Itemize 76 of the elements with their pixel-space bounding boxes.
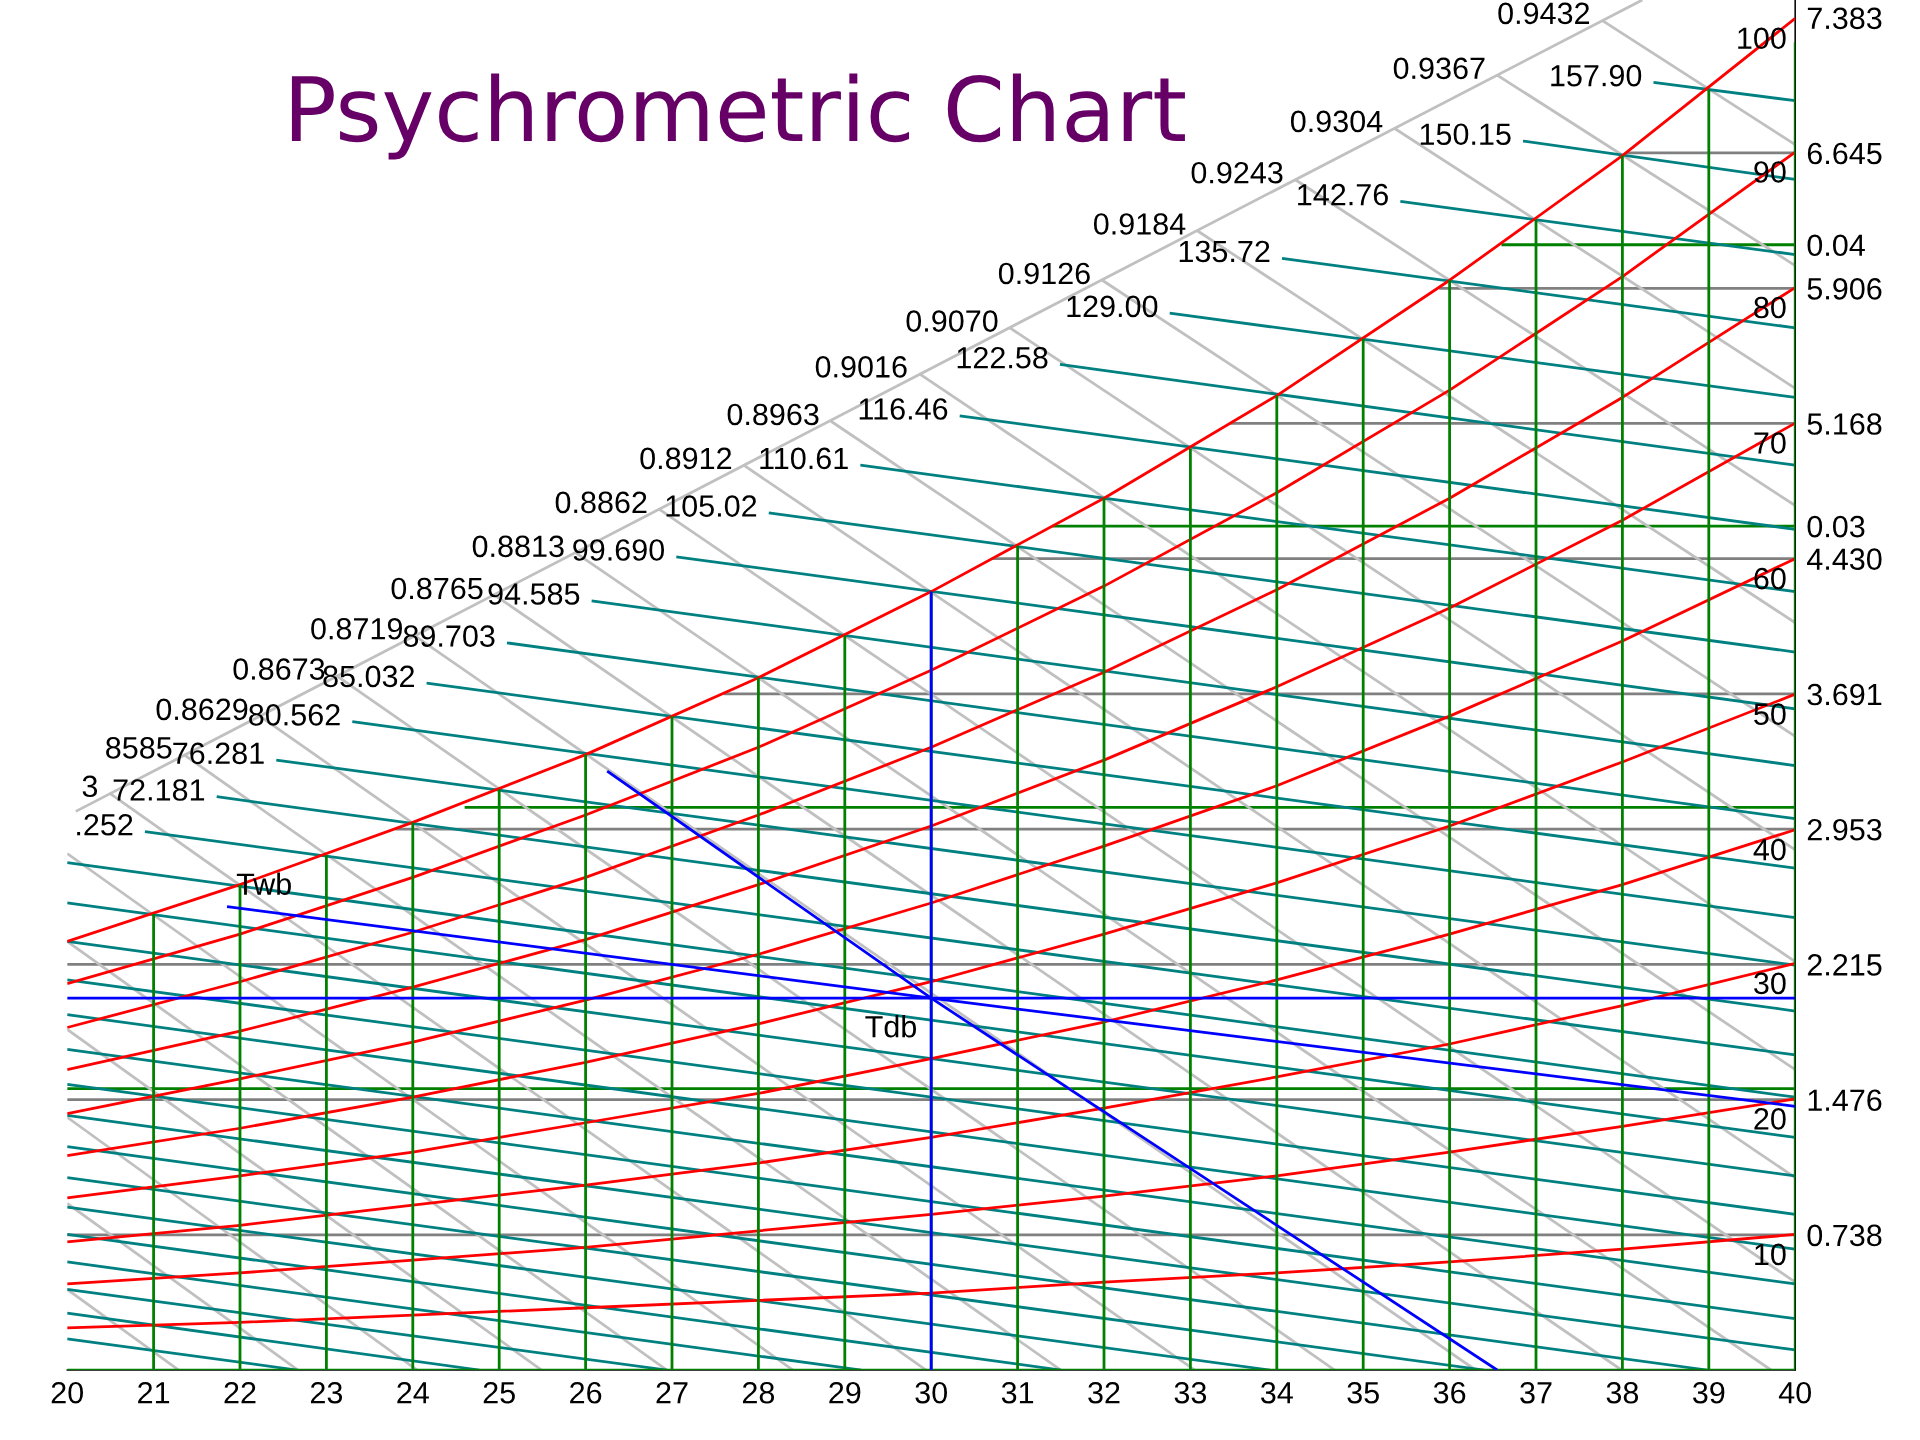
y-tick-label: 2.215: [1807, 954, 1882, 976]
x-tick-label: 33: [1174, 1381, 1207, 1404]
annotation: 0.8862: [555, 491, 647, 514]
x-tick-label: 37: [1520, 1381, 1552, 1404]
annotation: 0.8673: [233, 658, 325, 680]
annotation: 0.8719: [311, 617, 402, 640]
x-tick-label: 30: [915, 1381, 947, 1404]
x-tick-label: 34: [1260, 1381, 1293, 1404]
annotation: 157.90: [1551, 64, 1642, 87]
annotation: 0.9243: [1191, 161, 1283, 184]
annotation: 0.8629: [156, 698, 248, 721]
x-tick-label: 40: [1778, 1381, 1811, 1404]
x-tick-label: 23: [310, 1381, 343, 1404]
y-tick-label: 4.430: [1807, 548, 1882, 570]
y-tick-label: 6.645: [1807, 142, 1882, 165]
annotation: 3: [82, 775, 98, 798]
annotation: 20: [1754, 1108, 1786, 1130]
annotation: 0.8765: [391, 577, 483, 600]
annotation: 50: [1754, 703, 1786, 725]
annotation: 76.281: [173, 742, 264, 765]
x-tick-label: 20: [51, 1381, 83, 1404]
annotation: 0.9070: [906, 310, 998, 332]
x-tick-label: 22: [224, 1381, 256, 1404]
annotation: 0.8963: [727, 403, 819, 426]
x-tick-label: 29: [829, 1381, 861, 1404]
annotation: 0.9126: [998, 262, 1090, 285]
y-tick-label: 3.691: [1807, 683, 1882, 706]
annotation: 0.8813: [472, 535, 564, 558]
y-tick-label: 5.168: [1807, 413, 1882, 435]
x-tick-label: 28: [742, 1381, 775, 1404]
annotation: 8585: [106, 737, 172, 759]
y-tick-label: 7.383: [1807, 7, 1882, 30]
x-tick-label: 35: [1347, 1381, 1379, 1404]
annotation: 40: [1753, 838, 1786, 861]
annotation: 85.032: [323, 665, 414, 688]
x-tick-label: 36: [1433, 1381, 1466, 1404]
x-tick-label: 21: [138, 1381, 170, 1404]
x-tick-label: 25: [483, 1381, 515, 1404]
x-tick-label: 27: [656, 1381, 688, 1404]
annotation: 0.9304: [1290, 110, 1383, 133]
annotation: 0.8912: [640, 447, 732, 470]
x-tick-label: 24: [397, 1381, 429, 1404]
text: Psychrometric Chart: [291, 73, 1185, 160]
x-tick-label: 38: [1606, 1381, 1639, 1404]
x-tick-label: 31: [1001, 1381, 1034, 1404]
annotation: .252: [77, 813, 133, 836]
annotation: 60: [1754, 567, 1786, 590]
annotation: 110.61: [760, 447, 848, 470]
x-tick-label: 39: [1692, 1381, 1725, 1404]
annotation: 0.9016: [815, 356, 907, 378]
y-tick-label: 1.476: [1808, 1089, 1882, 1112]
annotation: 116.46: [859, 398, 948, 420]
annotation: 94.585: [488, 583, 580, 605]
annotation: 72.181: [113, 779, 205, 801]
y-tick-label: 2.953: [1807, 818, 1882, 841]
annotation: 30: [1754, 972, 1786, 995]
y-tick-label: 0.738: [1807, 1224, 1882, 1247]
annotation: 0.9367: [1393, 57, 1485, 80]
annotation: 0.9432: [1498, 2, 1590, 25]
y2-tick-label: 0.04: [1807, 234, 1865, 257]
annotation: 150.15: [1420, 123, 1511, 146]
x-tick-label: 32: [1088, 1381, 1120, 1404]
y2-tick-label: 0.03: [1807, 515, 1865, 538]
annotation: 0.9184: [1093, 213, 1186, 235]
annotation: Tdb: [865, 1015, 917, 1038]
annotation: 99.690: [573, 539, 665, 561]
annotation: 142.76: [1298, 183, 1388, 206]
annotation: 129.00: [1067, 295, 1158, 318]
annotation: 122.58: [957, 346, 1048, 369]
x-tick-label: 26: [570, 1381, 602, 1404]
annotation: 89.703: [403, 625, 495, 647]
y-tick-label: 5.906: [1807, 278, 1882, 300]
annotation: 105.02: [666, 495, 757, 517]
annotation: 135.72: [1179, 240, 1270, 263]
annotation: 10: [1755, 1243, 1786, 1266]
annotation: 80.562: [249, 704, 340, 726]
